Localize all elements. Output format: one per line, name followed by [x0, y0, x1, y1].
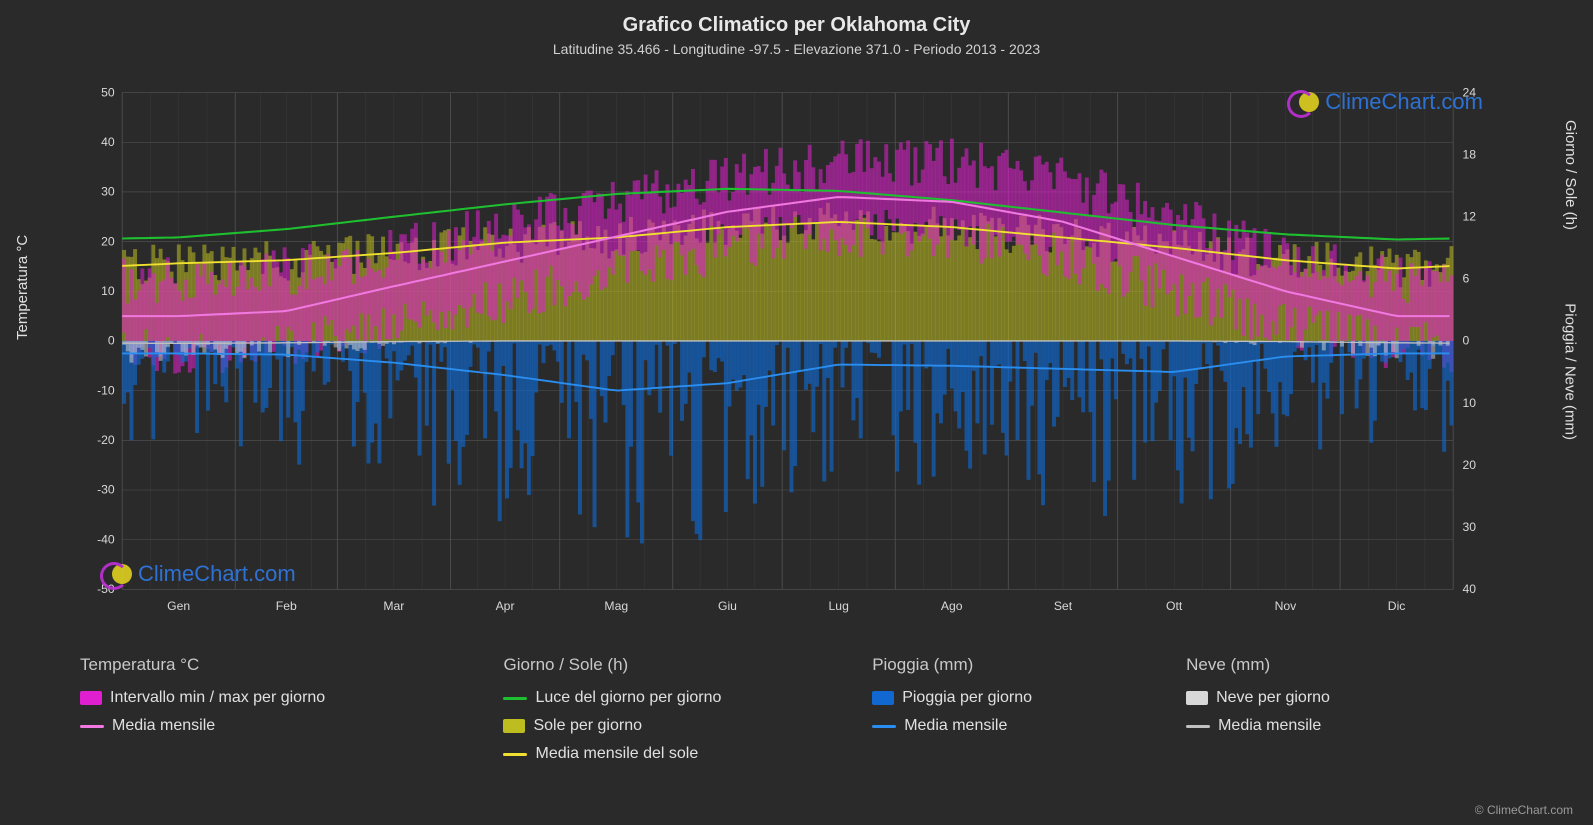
svg-text:Lug: Lug	[829, 599, 849, 613]
legend-item: Media mensile	[872, 717, 1146, 735]
svg-text:Giu: Giu	[718, 599, 737, 613]
svg-text:18: 18	[1463, 147, 1477, 161]
svg-text:10: 10	[1463, 396, 1477, 410]
chart-subtitle: Latitudine 35.466 - Longitudine -97.5 - …	[0, 37, 1593, 57]
svg-text:0: 0	[108, 334, 115, 348]
y-axis-right-top-label: Giorno / Sole (h)	[1562, 120, 1579, 230]
legend-item: Intervallo min / max per giorno	[80, 689, 463, 707]
legend-line	[503, 753, 527, 756]
legend-label: Neve per giorno	[1216, 689, 1330, 707]
legend-swatch	[503, 719, 525, 733]
legend-col-rain: Pioggia (mm) Pioggia per giorno Media me…	[872, 655, 1186, 763]
legend-line	[503, 697, 527, 700]
svg-text:30: 30	[101, 185, 115, 199]
svg-text:50: 50	[101, 85, 115, 99]
svg-text:-50: -50	[97, 582, 115, 596]
legend-item: Media mensile del sole	[503, 745, 832, 763]
legend-header: Neve (mm)	[1186, 655, 1460, 675]
svg-text:Mar: Mar	[383, 599, 404, 613]
svg-text:Set: Set	[1054, 599, 1073, 613]
svg-text:Mag: Mag	[604, 599, 628, 613]
plot-area: -50 -40 -30 -20 -10 0 10 20 30 40 50 0 6 12 18 24 10 20 30…	[80, 75, 1500, 605]
legend-swatch	[872, 691, 894, 705]
legend-line	[872, 725, 896, 728]
legend-item: Pioggia per giorno	[872, 689, 1146, 707]
legend-header: Giorno / Sole (h)	[503, 655, 832, 675]
legend-item: Neve per giorno	[1186, 689, 1460, 707]
legend-swatch	[1186, 691, 1208, 705]
svg-text:Nov: Nov	[1275, 599, 1298, 613]
svg-text:24: 24	[1463, 85, 1477, 99]
legend-swatch	[80, 691, 102, 705]
plot-svg: -50 -40 -30 -20 -10 0 10 20 30 40 50 0 6 12 18 24 10 20 30…	[80, 75, 1500, 635]
svg-text:-30: -30	[97, 483, 115, 497]
legend-label: Luce del giorno per giorno	[535, 689, 721, 707]
rain-daily-bars	[122, 341, 1453, 543]
legend-line	[1186, 725, 1210, 728]
chart-container: Grafico Climatico per Oklahoma City Lati…	[0, 0, 1593, 825]
chart-title: Grafico Climatico per Oklahoma City	[0, 0, 1593, 37]
svg-text:30: 30	[1463, 520, 1477, 534]
svg-text:10: 10	[101, 284, 115, 298]
legend-label: Media mensile	[904, 717, 1007, 735]
svg-text:0: 0	[1463, 334, 1470, 348]
legend-header: Pioggia (mm)	[872, 655, 1146, 675]
legend-item: Sole per giorno	[503, 717, 832, 735]
svg-text:40: 40	[101, 135, 115, 149]
svg-text:12: 12	[1463, 209, 1477, 223]
legend-item: Media mensile	[1186, 717, 1460, 735]
copyright-text: © ClimeChart.com	[1475, 803, 1573, 817]
y-axis-right-bottom-label: Pioggia / Neve (mm)	[1562, 303, 1579, 440]
svg-text:Apr: Apr	[496, 599, 515, 613]
legend-col-snow: Neve (mm) Neve per giorno Media mensile	[1186, 655, 1500, 763]
legend-header: Temperatura °C	[80, 655, 463, 675]
legend-label: Sole per giorno	[533, 717, 642, 735]
svg-text:6: 6	[1463, 272, 1470, 286]
legend-label: Media mensile	[112, 717, 215, 735]
legend-item: Media mensile	[80, 717, 463, 735]
svg-text:40: 40	[1463, 582, 1477, 596]
legend-label: Media mensile del sole	[535, 745, 698, 763]
legend-col-daysun: Giorno / Sole (h) Luce del giorno per gi…	[503, 655, 872, 763]
svg-text:-20: -20	[97, 433, 115, 447]
legend-line	[80, 725, 104, 728]
svg-text:Ago: Ago	[941, 599, 963, 613]
svg-text:Ott: Ott	[1166, 599, 1183, 613]
svg-text:-10: -10	[97, 383, 115, 397]
svg-text:Dic: Dic	[1388, 599, 1406, 613]
svg-text:Feb: Feb	[276, 599, 297, 613]
legend-col-temperature: Temperatura °C Intervallo min / max per …	[80, 655, 503, 763]
svg-text:20: 20	[1463, 458, 1477, 472]
legend-label: Pioggia per giorno	[902, 689, 1032, 707]
legend-label: Intervallo min / max per giorno	[110, 689, 325, 707]
legend-label: Media mensile	[1218, 717, 1321, 735]
svg-text:20: 20	[101, 234, 115, 248]
legend: Temperatura °C Intervallo min / max per …	[80, 655, 1500, 763]
svg-text:-40: -40	[97, 532, 115, 546]
svg-text:Gen: Gen	[167, 599, 190, 613]
y-axis-left-label: Temperatura °C	[14, 235, 31, 340]
legend-item: Luce del giorno per giorno	[503, 689, 832, 707]
